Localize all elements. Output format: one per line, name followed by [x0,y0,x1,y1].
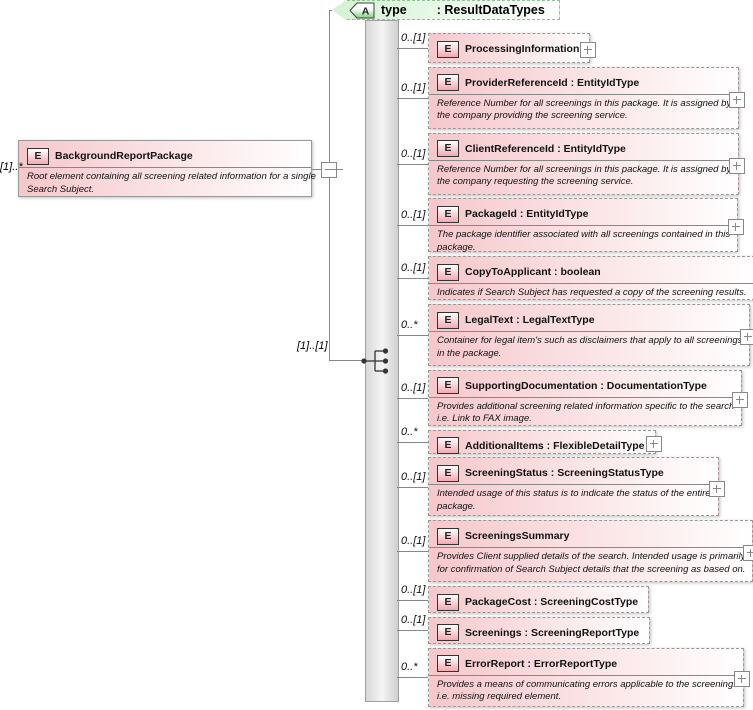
svg-text:A: A [362,5,370,17]
